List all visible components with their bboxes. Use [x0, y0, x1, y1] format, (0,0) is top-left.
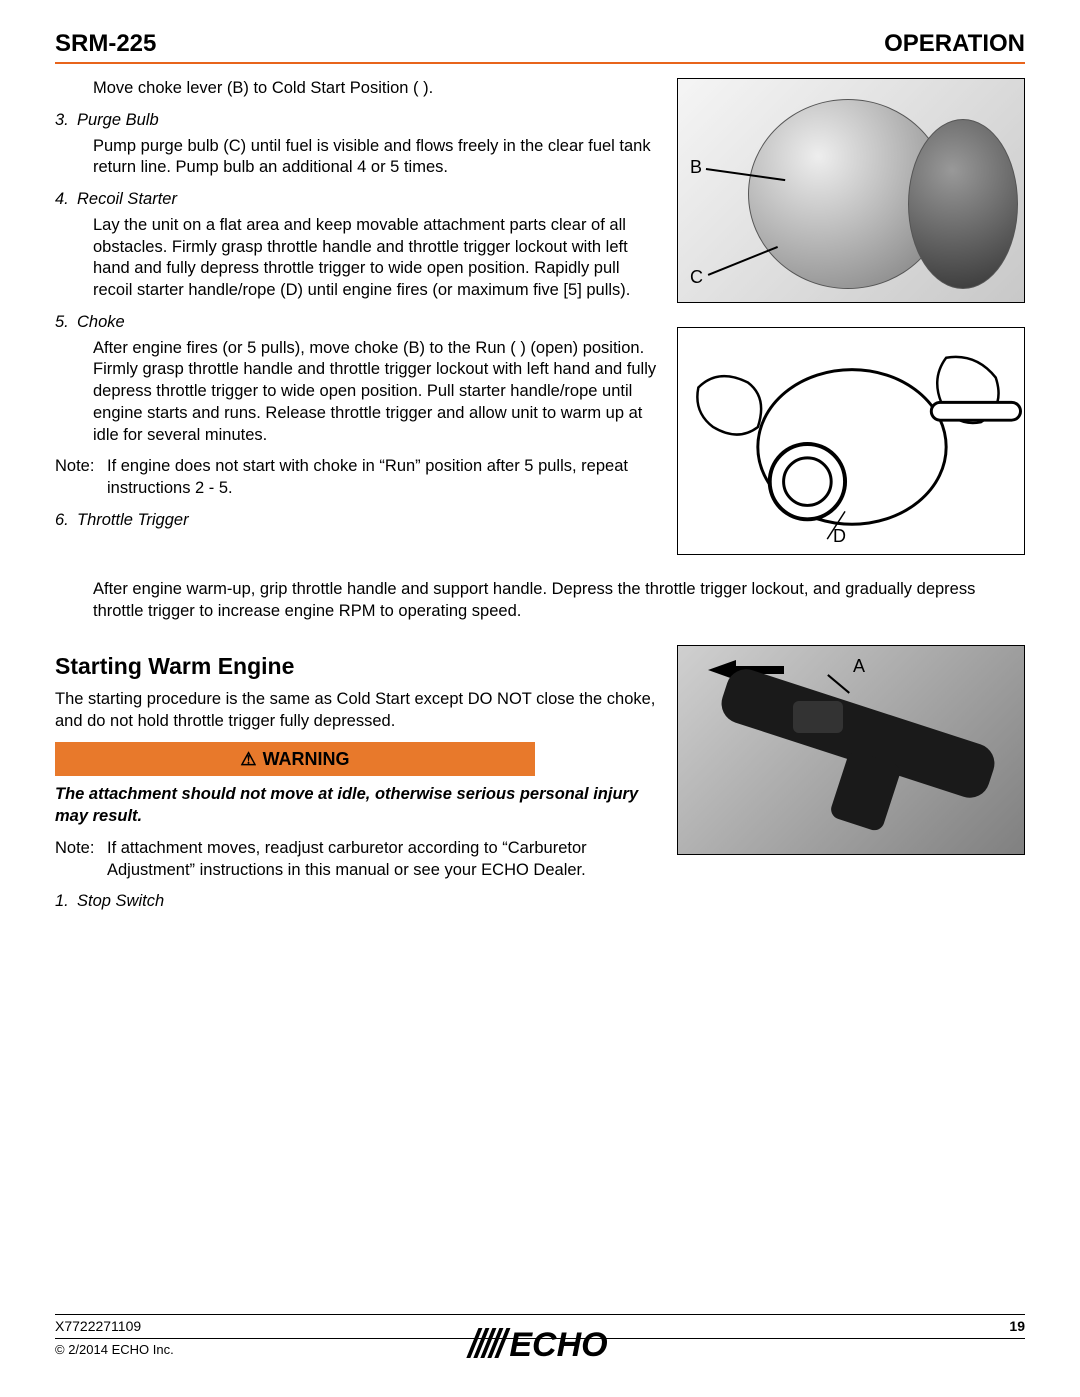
figure-engine-choke: B C — [677, 78, 1025, 303]
note-2-label: Note: — [55, 838, 107, 882]
step-5-head: 5.Choke — [55, 312, 659, 334]
note-2-text: If attachment moves, readjust carburetor… — [107, 838, 659, 882]
step-4-body: Lay the unit on a flat area and keep mov… — [93, 215, 659, 302]
label-C: C — [690, 267, 703, 288]
warning-icon: ⚠ — [240, 748, 256, 772]
heading-warm-engine: Starting Warm Engine — [55, 651, 659, 681]
step-6-body: After engine warm-up, grip throttle hand… — [93, 579, 1025, 623]
warning-label: WARNING — [263, 748, 350, 772]
label-D: D — [833, 526, 846, 547]
note-1-label: Note: — [55, 456, 107, 500]
intro-line: Move choke lever (B) to Cold Start Posit… — [93, 78, 659, 100]
figure-throttle-handle: A — [677, 645, 1025, 855]
echo-logo: ECHO — [472, 1326, 607, 1365]
label-A: A — [853, 656, 865, 677]
note-1-text: If engine does not start with choke in “… — [107, 456, 659, 500]
warning-banner: ⚠ WARNING — [55, 742, 535, 776]
section-title: OPERATION — [884, 30, 1025, 58]
page-header: SRM-225 OPERATION — [55, 30, 1025, 64]
warm-intro: The starting procedure is the same as Co… — [55, 689, 659, 733]
step-3-body: Pump purge bulb (C) until fuel is visibl… — [93, 136, 659, 180]
step-3-num: 3. — [55, 110, 77, 132]
step-6-head: 6.Throttle Trigger — [55, 510, 659, 532]
step-warm-1-head: 1.Stop Switch — [55, 891, 659, 913]
doc-id: X7722271109 — [55, 1318, 141, 1334]
step-5-title: Choke — [77, 313, 125, 331]
logo-text: ECHO — [509, 1326, 607, 1365]
logo-stripes-icon — [472, 1328, 507, 1363]
intro-text: Move choke lever (B) to Cold Start Posit… — [93, 79, 433, 97]
step-5-num: 5. — [55, 312, 77, 334]
note-2: Note: If attachment moves, readjust carb… — [55, 838, 659, 882]
step-warm-1-title: Stop Switch — [77, 892, 164, 910]
warning-text: The attachment should not move at idle, … — [55, 784, 659, 828]
figure-recoil-pull: D — [677, 327, 1025, 555]
step-3-title: Purge Bulb — [77, 111, 159, 129]
note-1: Note: If engine does not start with chok… — [55, 456, 659, 500]
step-6-num: 6. — [55, 510, 77, 532]
label-B: B — [690, 157, 702, 178]
step-4-num: 4. — [55, 189, 77, 211]
step-4-head: 4.Recoil Starter — [55, 189, 659, 211]
step-warm-1-num: 1. — [55, 891, 77, 913]
step-6-title: Throttle Trigger — [77, 511, 189, 529]
step-4-title: Recoil Starter — [77, 190, 177, 208]
page-number: 19 — [1009, 1318, 1025, 1334]
model-number: SRM-225 — [55, 30, 156, 58]
step-5-body: After engine fires (or 5 pulls), move ch… — [93, 338, 659, 447]
step-3-head: 3.Purge Bulb — [55, 110, 659, 132]
